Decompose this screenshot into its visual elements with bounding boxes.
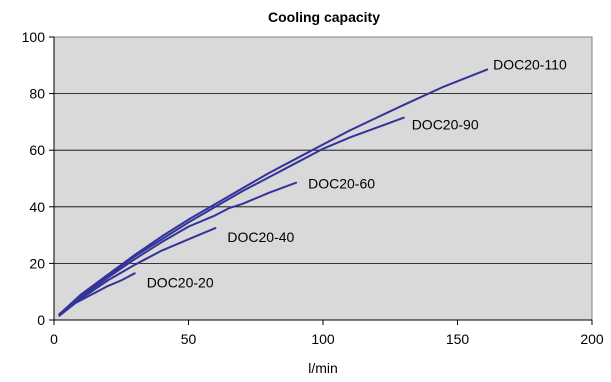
y-tick-label: 40 (29, 199, 45, 215)
gridlines (54, 93, 592, 264)
series-label-doc20-90: DOC20-90 (412, 117, 479, 133)
series-label-doc20-60: DOC20-60 (308, 176, 375, 192)
y-tick-label: 100 (22, 29, 46, 45)
series-line-doc20-110 (58, 68, 489, 316)
plot-area (53, 36, 593, 321)
series-label-doc20-110: DOC20-110 (493, 57, 567, 73)
x-tick-label: 0 (50, 331, 58, 347)
x-tick-label: 50 (181, 331, 197, 347)
series-lines (58, 68, 489, 317)
x-tick-label: 200 (580, 331, 604, 347)
series-label-doc20-20: DOC20-20 (147, 274, 214, 290)
axes: 0 20 40 60 80 100 0 50 100 150 200 (22, 29, 604, 347)
x-tick-label: 100 (311, 331, 335, 347)
chart-title: Cooling capacity (268, 9, 380, 25)
x-axis-label: l/min (308, 360, 338, 376)
series-label-doc20-40: DOC20-40 (227, 229, 294, 245)
y-tick-label: 0 (37, 312, 45, 328)
series-line-doc20-90 (58, 116, 405, 316)
y-tick-label: 20 (29, 255, 45, 271)
series-line-doc20-20 (58, 272, 136, 317)
y-tick-label: 60 (29, 142, 45, 158)
y-tick-label: 80 (29, 86, 45, 102)
x-tick-label: 150 (446, 331, 470, 347)
series-line-doc20-40 (58, 227, 217, 316)
series-labels: DOC20-110 DOC20-90 DOC20-60 DOC20-40 DOC20-2… (147, 57, 567, 291)
series-line-doc20-60 (58, 181, 298, 316)
